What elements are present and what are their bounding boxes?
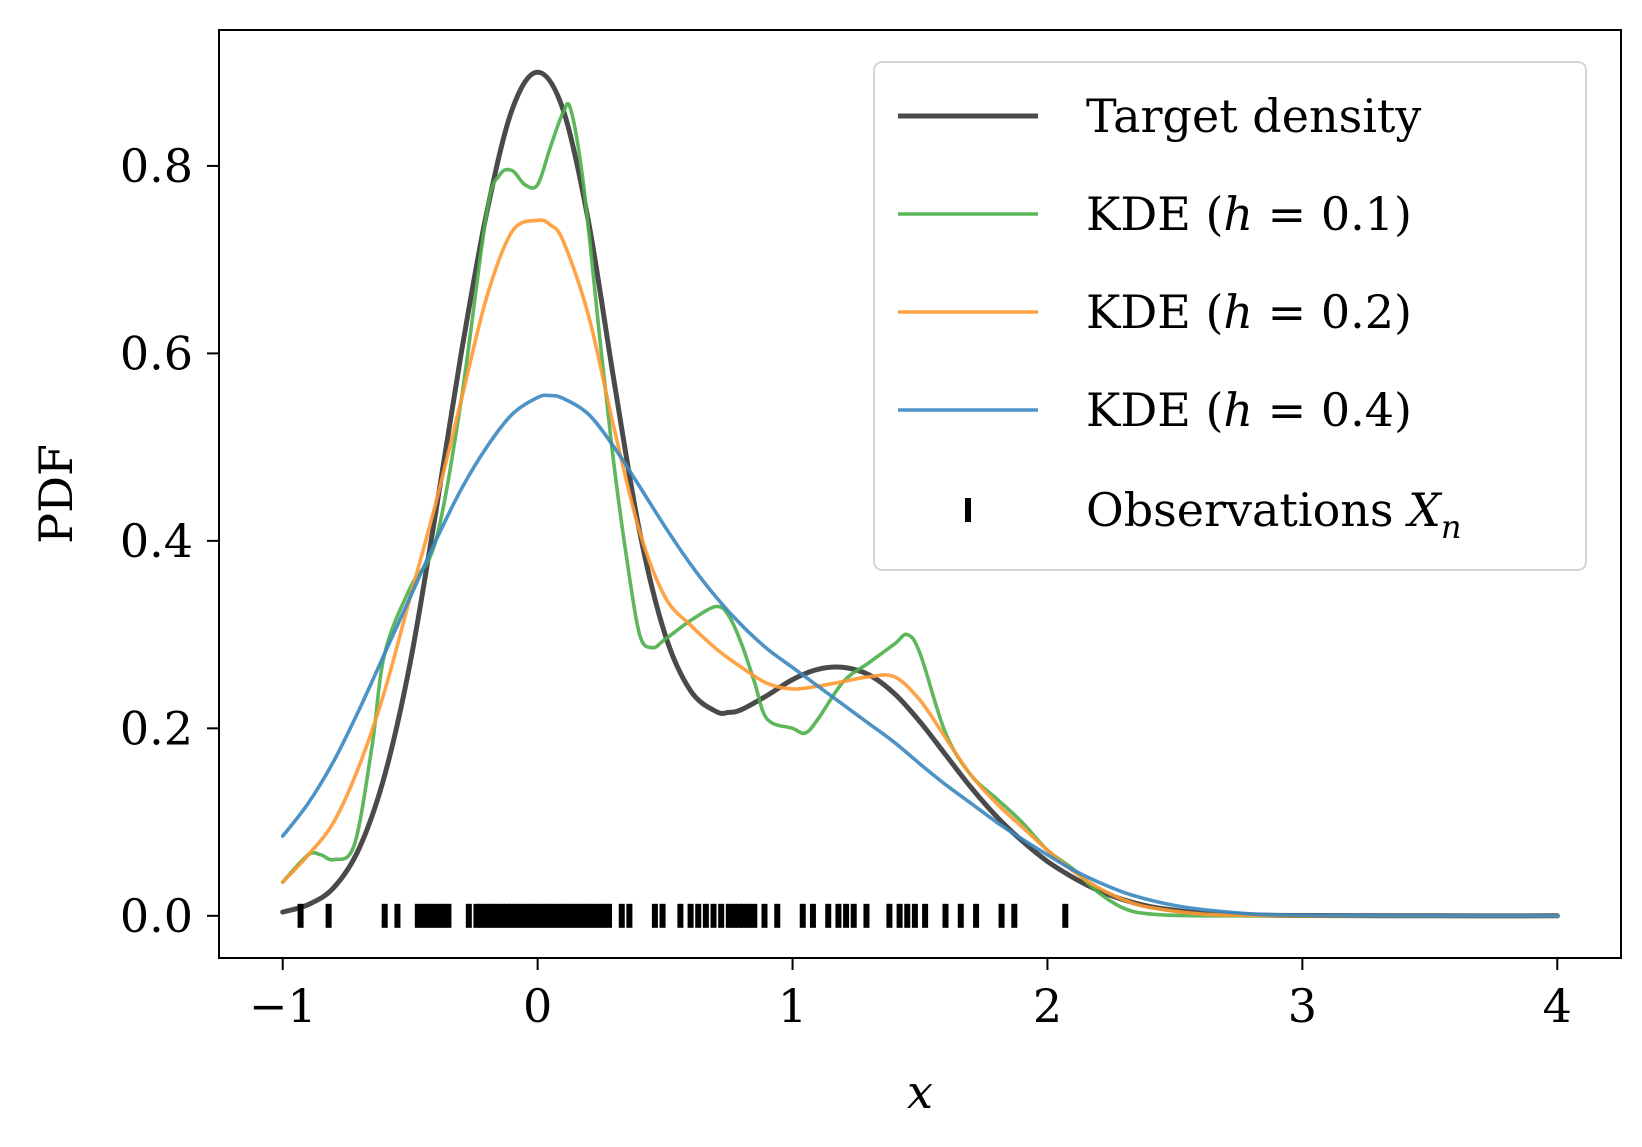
legend-label-kde-1: KDE (h = 0.1)	[1086, 187, 1412, 241]
x-tick-label: −1	[249, 979, 317, 1033]
plot-frame	[218, 29, 1622, 959]
y-tick-label: 0.2	[120, 701, 193, 755]
y-tick-label: 0.4	[120, 514, 193, 568]
legend-label-kde-3: KDE (h = 0.4)	[1086, 383, 1412, 437]
x-tick-label: 0	[523, 979, 552, 1033]
series-line-kde-3	[280, 393, 1560, 918]
x-axis: −1 0 1 2 3 4	[249, 958, 1572, 1033]
legend: Target density KDE (h = 0.1) KDE (h = 0.2)…	[873, 61, 1587, 571]
x-tick-label: 2	[1033, 979, 1062, 1033]
legend-label-kde-2: KDE (h = 0.2)	[1086, 285, 1412, 339]
x-tick-label: 4	[1543, 979, 1572, 1033]
y-axis: 0.0 0.2 0.4 0.6 0.8	[120, 139, 219, 943]
x-tick-label: 3	[1288, 979, 1317, 1033]
series-group	[280, 69, 1560, 919]
y-tick-label: 0.8	[120, 139, 193, 193]
observations-rug	[297, 903, 1069, 928]
y-axis-title: PDF	[29, 444, 83, 544]
series-line-kde-2	[280, 218, 1560, 918]
y-tick-label: 0.0	[120, 889, 193, 943]
x-tick-label: 1	[778, 979, 807, 1033]
legend-box	[873, 61, 1587, 571]
legend-label-target: Target density	[1086, 89, 1421, 143]
legend-label-observations: Observations Xn	[1086, 483, 1462, 546]
x-axis-title: x	[907, 1065, 933, 1119]
y-tick-label: 0.6	[120, 326, 193, 380]
